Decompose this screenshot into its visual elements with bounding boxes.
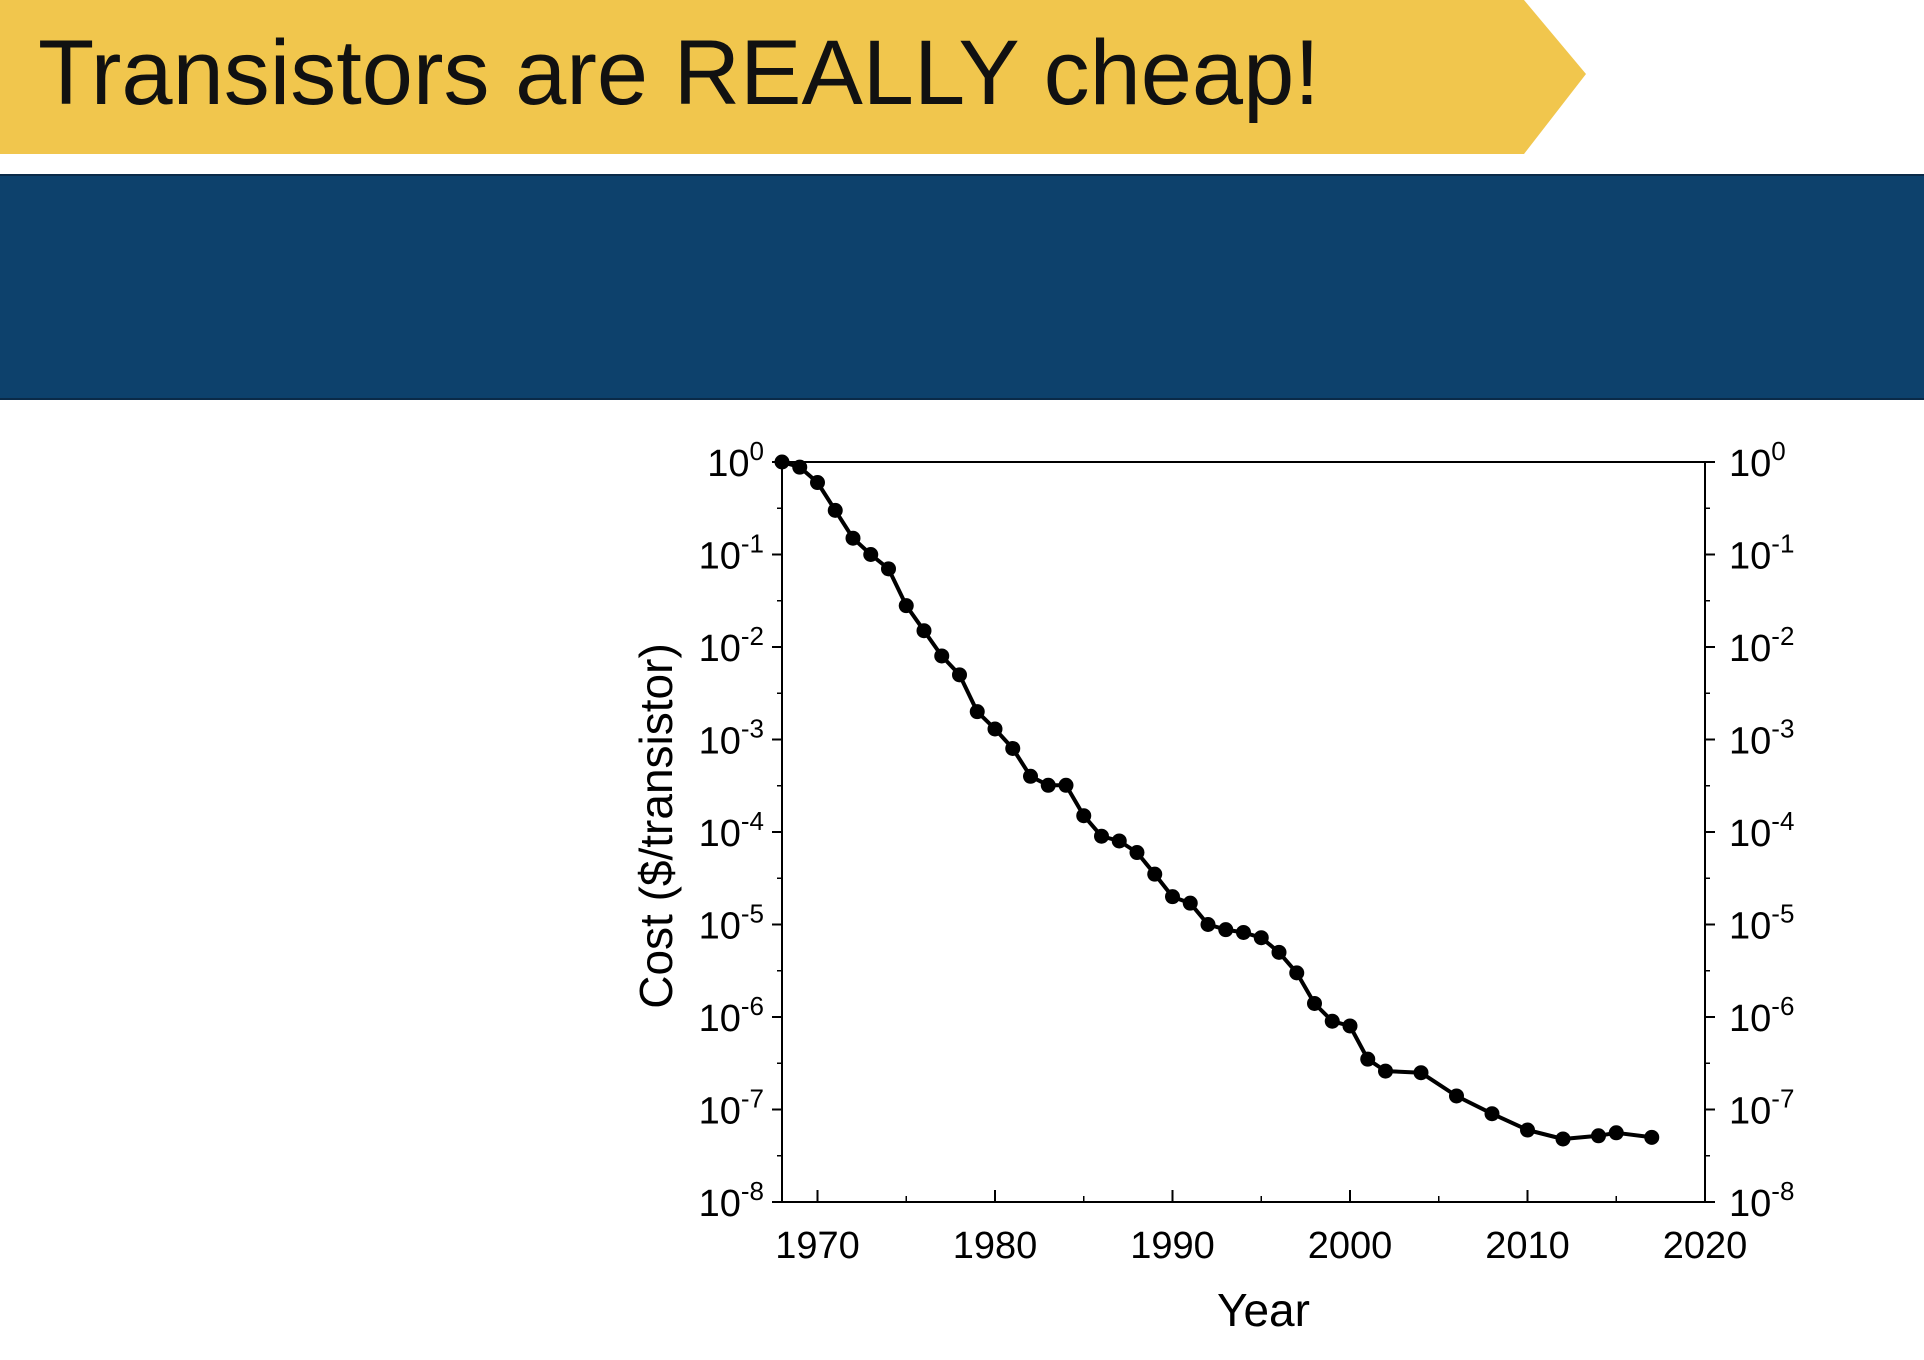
data-point (1253, 930, 1269, 946)
data-point (1005, 740, 1021, 756)
data-point (792, 459, 808, 475)
data-point (1307, 995, 1322, 1011)
data-point (1555, 1131, 1571, 1147)
slide-title: Transistors are REALLY cheap! (38, 22, 1320, 124)
data-point (952, 667, 967, 683)
data-point (1271, 944, 1287, 960)
data-point (898, 598, 914, 614)
data-point (1342, 1018, 1358, 1034)
data-point (1111, 833, 1127, 849)
cost-per-transistor-chart: 100 100 10-1 10-1 10-2 10-2 10-3 10-3 10-4 10-4 10… (0, 400, 1924, 1360)
data-point (1484, 1106, 1500, 1122)
data-point (863, 547, 879, 562)
x-tick-label: 1970 (775, 1225, 860, 1267)
data-point (1324, 1013, 1340, 1029)
data-point (969, 704, 985, 720)
data-point (810, 475, 825, 491)
data-point (1360, 1051, 1376, 1067)
data-point (1378, 1063, 1393, 1079)
data-point (845, 530, 861, 546)
y-tick-label-right: 10-1 (1729, 529, 1794, 578)
chart-svg: 100 100 10-1 10-1 10-2 10-2 10-3 10-3 10-4 10-4 10… (630, 436, 1794, 1336)
x-tick-label: 2010 (1485, 1225, 1570, 1267)
x-tick-label: 1980 (953, 1225, 1038, 1267)
title-banner-arrow-shape (0, 0, 1586, 154)
data-point (916, 623, 932, 639)
y-tick-label-right: 10-3 (1729, 714, 1794, 763)
series-line (781, 460, 1653, 1141)
y-tick-label-left: 10-6 (699, 991, 764, 1040)
y-axis-label: Cost ($/transistor) (630, 643, 682, 1009)
data-point (1608, 1125, 1624, 1141)
y-tick-label-left: 10-1 (699, 529, 764, 578)
data-point (1520, 1122, 1535, 1138)
x-tick-label: 1990 (1130, 1225, 1215, 1267)
header-band (0, 174, 1924, 400)
data-point (1413, 1065, 1429, 1081)
title-banner (0, 0, 1590, 154)
data-point (827, 502, 843, 518)
data-point (1129, 845, 1145, 861)
x-tick-label: 2020 (1663, 1225, 1748, 1267)
data-point (1218, 922, 1234, 938)
y-tick-label-right: 10-6 (1729, 991, 1794, 1040)
data-point (881, 561, 896, 577)
data-point (1449, 1088, 1464, 1104)
data-point (1182, 895, 1198, 911)
data-point (1236, 924, 1251, 940)
y-tick-label-right: 100 (1729, 436, 1786, 485)
data-point (1076, 808, 1092, 824)
plot-frame (781, 461, 1706, 1203)
x-tick-label: 2000 (1308, 1225, 1393, 1267)
y-tick-label-left: 100 (707, 436, 764, 485)
data-point (1591, 1128, 1606, 1144)
y-tick-label-left: 10-4 (699, 806, 764, 855)
y-tick-label-right: 10-4 (1729, 806, 1794, 855)
data-point (1023, 768, 1038, 784)
y-tick-label-left: 10-3 (699, 714, 764, 763)
data-point (1289, 965, 1305, 981)
data-point (1165, 889, 1180, 905)
y-tick-label-right: 10-5 (1729, 899, 1794, 948)
data-point (1147, 866, 1163, 882)
data-point (1644, 1129, 1660, 1145)
y-tick-label-left: 10-7 (699, 1084, 764, 1133)
x-axis-label: Year (1217, 1284, 1310, 1336)
data-point (1094, 828, 1109, 844)
y-tick-label-right: 10-7 (1729, 1084, 1794, 1133)
data-point (1040, 777, 1056, 793)
y-tick-label-left: 10-8 (699, 1176, 764, 1225)
y-tick-label-right: 10-2 (1729, 621, 1794, 670)
y-tick-label-left: 10-2 (699, 621, 764, 670)
data-point (987, 721, 1003, 737)
data-point (774, 454, 790, 470)
y-tick-label-left: 10-5 (699, 899, 764, 948)
y-tick-label-right: 10-8 (1729, 1176, 1794, 1225)
data-point (1200, 917, 1216, 932)
data-point (934, 648, 950, 664)
data-point (1058, 777, 1074, 793)
